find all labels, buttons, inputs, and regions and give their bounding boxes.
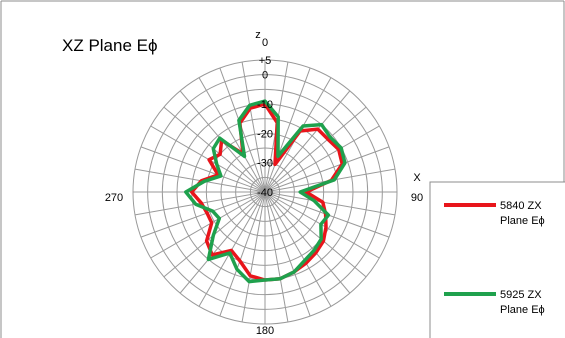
- grid-spoke: [219, 191, 266, 317]
- grid-spoke: [264, 191, 396, 216]
- grid-spoke: [219, 67, 266, 193]
- grid-spoke: [140, 191, 266, 238]
- legend-label-5840: 5840 ZX Plane Eϕ: [500, 200, 545, 227]
- grid-spoke: [264, 90, 351, 193]
- angle-label-270: 270: [105, 192, 123, 204]
- radial-tick-label: 0: [262, 70, 268, 82]
- grid-spoke: [264, 191, 367, 278]
- legend-label-5925: 5925 ZX Plane Eϕ: [500, 289, 545, 316]
- grid-spoke: [264, 146, 390, 193]
- grid-spoke: [150, 191, 266, 259]
- legend: 5840 ZX Plane Eϕ 5925 ZX Plane Eϕ: [429, 181, 565, 338]
- series-line-1: [184, 99, 347, 284]
- angle-label-180: 180: [256, 325, 274, 337]
- grid-spoke: [241, 61, 266, 193]
- grid-spoke: [264, 125, 380, 193]
- radial-tick-label: -30: [257, 158, 273, 170]
- grid-spoke: [179, 191, 266, 294]
- grid-spoke: [140, 146, 266, 193]
- grid-spoke: [264, 106, 367, 193]
- legend-box: [429, 181, 565, 338]
- radial-tick-label: +5: [259, 55, 272, 67]
- axis-label-x: X: [413, 172, 421, 184]
- grid-spoke: [264, 191, 289, 323]
- series-layer: [184, 99, 347, 284]
- grid-spoke: [264, 191, 351, 294]
- chart-title: XZ Plane Eϕ: [62, 36, 158, 55]
- radial-tick-label: -40: [257, 187, 273, 199]
- angle-label-90: 90: [411, 192, 423, 204]
- angle-label-0: 0: [262, 37, 268, 49]
- axis-label-z: z: [255, 29, 261, 41]
- grid-spoke: [198, 77, 266, 193]
- grid-spoke: [264, 191, 311, 317]
- radial-tick-label: -20: [257, 128, 273, 140]
- grid-spoke: [264, 67, 311, 193]
- radial-tick-labels: +5 0 -10 -20 -30 -40: [257, 55, 273, 199]
- grid-spoke: [241, 191, 266, 323]
- grid-spoke: [264, 191, 332, 307]
- radial-tick-label: -10: [257, 99, 273, 111]
